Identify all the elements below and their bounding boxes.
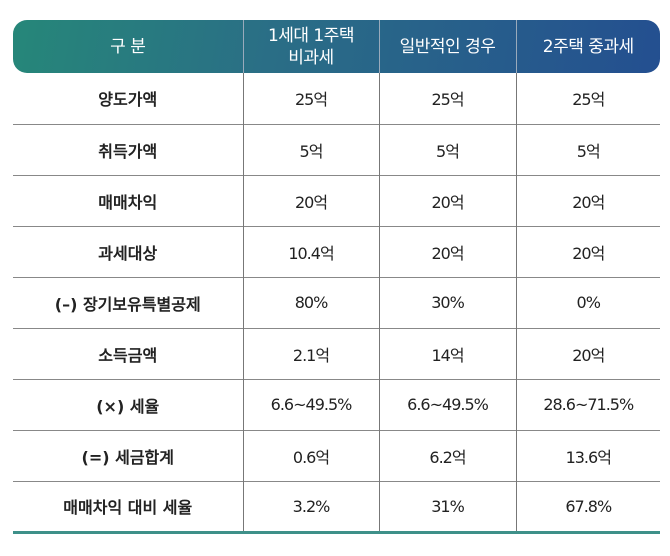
header-row: 구 분 1세대 1주택 비과세 일반적인 경우 2주택 중과세 — [13, 20, 660, 73]
table-cell: 6.6~49.5% — [378, 379, 516, 430]
table-cell: 20억 — [515, 175, 660, 226]
row-label: 과세대상 — [98, 243, 158, 263]
table-cell: 67.8% — [515, 481, 660, 532]
table-cell: 20억 — [515, 226, 660, 277]
header-category: 구 분 — [110, 36, 146, 57]
table-cell: 6.2억 — [378, 430, 516, 481]
row-label: 매매차익 대비 세율 — [63, 498, 193, 517]
table-cell: 20억 — [378, 226, 516, 277]
row-label: (–) 장기보유특별공제 — [54, 294, 201, 314]
header-general-case: 일반적인 경우 — [378, 20, 516, 73]
row-label: (×) 세율 — [96, 396, 160, 416]
table-cell: 31% — [378, 481, 516, 532]
header-one-house-exempt: 1세대 1주택 비과세 — [242, 20, 379, 73]
table-cell: 30% — [378, 277, 516, 328]
row-label: 소득금액 — [98, 345, 158, 365]
table-cell: 20억 — [378, 175, 516, 226]
row-label: 양도가액 — [98, 90, 158, 110]
table-cell: 25억 — [242, 73, 379, 124]
row-label: (=) 세금합계 — [81, 447, 174, 467]
table-cell: 0% — [515, 277, 660, 328]
header-one-house-line1: 1세대 1주택 — [267, 25, 355, 46]
table-cell: 3.2% — [242, 481, 379, 532]
table-cell: 5억 — [515, 124, 660, 175]
table-cell: 20억 — [515, 328, 660, 379]
tax-comparison-table-container: 구 분 1세대 1주택 비과세 일반적인 경우 2주택 중과세 양도가액 25억 25… — [13, 20, 660, 534]
table-cell: 0.6억 — [242, 430, 379, 481]
table-row: 매매차익 대비 세율 3.2% 31% 67.8% — [13, 481, 660, 532]
table-cell: 5억 — [242, 124, 379, 175]
row-label: 취득가액 — [98, 141, 158, 161]
table-cell: 13.6억 — [515, 430, 660, 481]
table-cell: 20억 — [242, 175, 379, 226]
table-row: 과세대상 10.4억 20억 20억 — [13, 226, 660, 277]
table-row: (–) 장기보유특별공제 80% 30% 0% — [13, 277, 660, 328]
header-two-house-heavy: 2주택 중과세 — [515, 20, 660, 73]
table-row: (=) 세금합계 0.6억 6.2억 13.6억 — [13, 430, 660, 481]
table-row: (×) 세율 6.6~49.5% 6.6~49.5% 28.6~71.5% — [13, 379, 660, 430]
table-cell: 25억 — [515, 73, 660, 124]
table-cell: 6.6~49.5% — [242, 379, 379, 430]
table-cell: 25억 — [378, 73, 516, 124]
tax-comparison-table: 구 분 1세대 1주택 비과세 일반적인 경우 2주택 중과세 양도가액 25억 25… — [13, 20, 660, 534]
table-cell: 14억 — [378, 328, 516, 379]
table-row: 소득금액 2.1억 14억 20억 — [13, 328, 660, 379]
table-cell: 5억 — [378, 124, 516, 175]
table-cell: 80% — [242, 277, 379, 328]
table-row: 양도가액 25억 25억 25억 — [13, 73, 660, 124]
table-cell: 2.1억 — [242, 328, 379, 379]
table-cell: 28.6~71.5% — [515, 379, 660, 430]
table-row: 매매차익 20억 20억 20억 — [13, 175, 660, 226]
table-row: 취득가액 5억 5억 5억 — [13, 124, 660, 175]
header-one-house-line2: 비과세 — [288, 47, 334, 68]
table-cell: 10.4억 — [242, 226, 379, 277]
row-label: 매매차익 — [98, 192, 158, 212]
